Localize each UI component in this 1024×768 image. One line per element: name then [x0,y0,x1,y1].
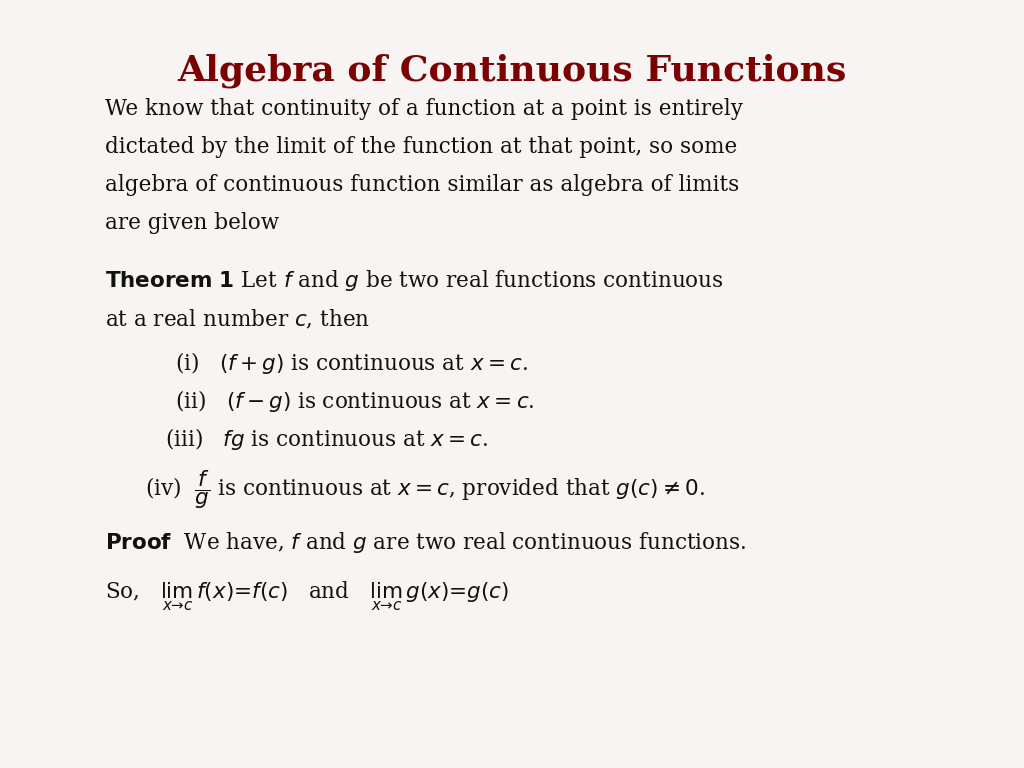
Text: So,   $\lim_{x \to c}\, f(x) = f(c)$   and   $\lim_{x \to c}\, g(x) = g(c)$: So, $\lim_{x \to c}\, f(x) = f(c)$ and $… [105,580,509,614]
Text: are given below: are given below [105,212,280,234]
Text: (iii)   $fg$ is continuous at $x = c$.: (iii) $fg$ is continuous at $x = c$. [165,426,488,452]
Text: at a real number $c$, then: at a real number $c$, then [105,308,370,331]
Text: Algebra of Continuous Functions: Algebra of Continuous Functions [177,53,847,88]
Text: (i)   $(f + g)$ is continuous at $x = c$.: (i) $(f + g)$ is continuous at $x = c$. [175,350,527,376]
Text: $\mathbf{Theorem\ 1}$ Let $f$ and $g$ be two real functions continuous: $\mathbf{Theorem\ 1}$ Let $f$ and $g$ be… [105,268,724,293]
Text: algebra of continuous function similar as algebra of limits: algebra of continuous function similar a… [105,174,739,196]
Text: (iv)  $\dfrac{f}{g}$ is continuous at $x = c$, provided that $g(c) \neq 0$.: (iv) $\dfrac{f}{g}$ is continuous at $x … [145,468,705,511]
Text: (ii)   $(f - g)$ is continuous at $x = c$.: (ii) $(f - g)$ is continuous at $x = c$. [175,388,535,414]
Text: $\mathbf{Proof}$  We have, $f$ and $g$ are two real continuous functions.: $\mathbf{Proof}$ We have, $f$ and $g$ ar… [105,530,746,555]
Text: dictated by the limit of the function at that point, so some: dictated by the limit of the function at… [105,136,737,158]
Text: We know that continuity of a function at a point is entirely: We know that continuity of a function at… [105,98,743,120]
